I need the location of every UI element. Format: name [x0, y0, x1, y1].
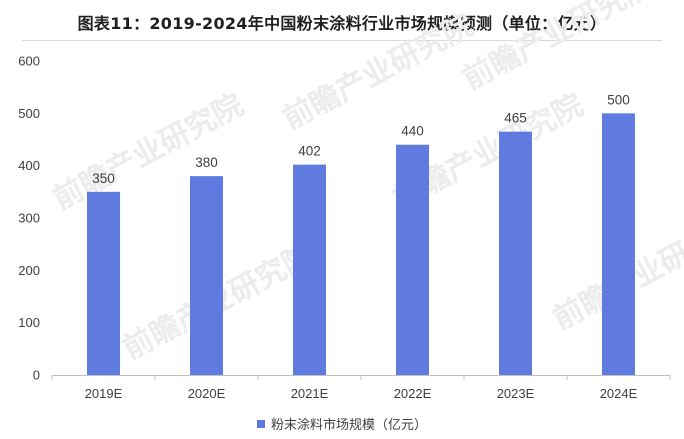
bar — [87, 191, 120, 375]
data-label: 440 — [401, 124, 424, 139]
title-divider — [22, 40, 662, 41]
data-labels: 350 380 402 440 465 500 — [92, 92, 630, 185]
x-tick-label: 2022E — [394, 386, 432, 401]
x-tick-label: 2023E — [497, 386, 535, 401]
x-tick-label: 2021E — [291, 386, 329, 401]
x-tick-label: 2024E — [600, 386, 638, 401]
legend-label: 粉末涂料市场规模（亿元） — [270, 418, 427, 433]
legend-swatch — [256, 420, 265, 428]
bar — [293, 164, 326, 375]
y-tick-label: 100 — [18, 315, 40, 330]
y-axis: 0 100 200 300 400 500 600 — [18, 54, 40, 383]
y-tick-label: 200 — [18, 263, 40, 278]
bar — [190, 176, 223, 375]
watermark-text: 前瞻产业研究院 — [277, 8, 479, 137]
data-label: 500 — [607, 92, 630, 107]
y-tick-label: 300 — [18, 211, 40, 226]
x-axis: 2019E 2020E 2021E 2022E 2023E 2024E — [51, 375, 671, 401]
data-label: 350 — [92, 171, 115, 186]
data-label: 380 — [195, 155, 218, 170]
chart-title: 图表11：2019-2024年中国粉末涂料行业市场规模预测（单位：亿元） — [77, 14, 607, 33]
bar — [602, 113, 635, 375]
bar — [396, 144, 429, 375]
data-label: 402 — [298, 144, 321, 159]
y-tick-label: 0 — [33, 368, 40, 383]
y-tick-label: 600 — [18, 54, 40, 69]
legend: 粉末涂料市场规模（亿元） — [0, 414, 684, 433]
y-tick-label: 500 — [18, 106, 40, 121]
data-label: 465 — [504, 111, 527, 126]
y-tick-label: 400 — [18, 158, 40, 173]
x-tick-label: 2019E — [85, 386, 123, 401]
bar-series — [87, 113, 635, 375]
watermark-text: 前瞻产业研究院 — [457, 0, 659, 97]
bar — [499, 131, 532, 375]
watermark-layer: 前瞻产业研究院前瞻产业研究院前瞻产业研究院前瞻产业研究院前瞻产业研究院前瞻产业研… — [47, 0, 684, 367]
x-tick-label: 2020E — [188, 386, 226, 401]
